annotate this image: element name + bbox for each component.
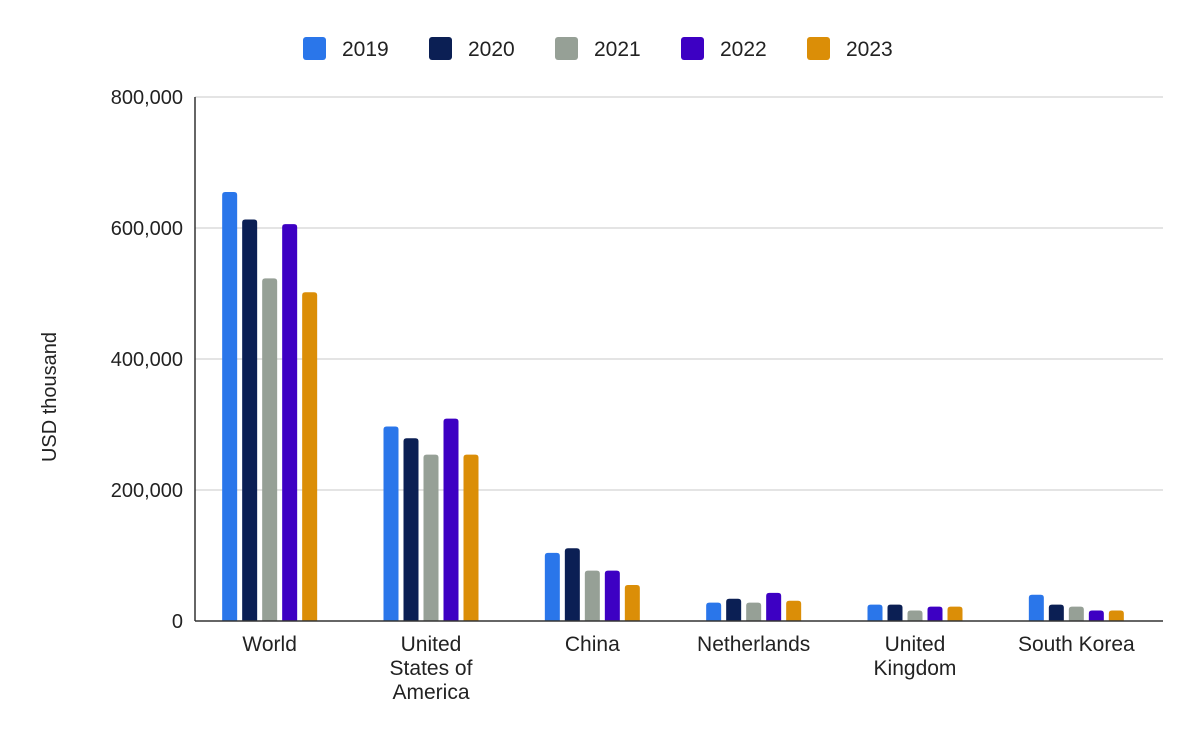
bar <box>867 604 883 621</box>
bar <box>262 278 278 621</box>
x-tick-label: Netherlands <box>697 633 810 656</box>
y-tick-label: 200,000 <box>111 480 183 502</box>
bars <box>222 191 1124 622</box>
bar <box>423 454 439 621</box>
legend-swatch <box>807 37 830 60</box>
bar <box>1028 594 1044 621</box>
bar-group <box>1028 594 1124 621</box>
legend-label: 2019 <box>342 38 389 61</box>
bar <box>222 191 238 621</box>
y-tick-label: 400,000 <box>111 349 183 371</box>
legend-label: 2022 <box>720 38 767 61</box>
bar-group <box>706 592 802 621</box>
y-tick-label: 800,000 <box>111 87 183 109</box>
x-tick-label: United Kingdom <box>874 633 957 680</box>
x-tick-label: World <box>242 633 296 656</box>
y-tick-label: 600,000 <box>111 218 183 240</box>
bar <box>564 548 580 621</box>
bar <box>766 592 782 621</box>
bar <box>887 604 903 621</box>
bar-group <box>544 548 640 621</box>
bar <box>1088 610 1104 621</box>
y-axis-ticks: 0 200,000 400,000 600,000 800,000 <box>111 87 183 633</box>
legend-swatch <box>303 37 326 60</box>
gridlines <box>195 96 1163 491</box>
bar <box>907 610 923 621</box>
bar <box>584 570 600 621</box>
bar-group <box>222 191 318 622</box>
x-tick-label: United States of America <box>390 633 473 704</box>
legend-label: 2023 <box>846 38 893 61</box>
y-tick-label: 0 <box>172 611 183 633</box>
legend-label: 2021 <box>594 38 641 61</box>
legend-swatch <box>429 37 452 60</box>
bar <box>706 602 722 621</box>
bar <box>403 438 419 621</box>
bar <box>544 552 560 621</box>
bar <box>604 570 620 621</box>
bar <box>463 454 479 621</box>
x-tick-label: South Korea <box>1018 633 1135 656</box>
bar <box>927 606 943 621</box>
bar <box>302 292 318 621</box>
bar <box>282 224 298 621</box>
bar <box>746 602 762 621</box>
legend-label: 2020 <box>468 38 515 61</box>
bar <box>726 598 742 621</box>
bar <box>1108 610 1124 621</box>
bar-group <box>383 418 479 621</box>
bar-group <box>867 604 963 621</box>
x-axis-labels: World United States of America China Netherla… <box>242 633 1135 704</box>
bar <box>443 418 459 621</box>
legend-swatch <box>555 37 578 60</box>
bar <box>786 600 802 621</box>
x-tick-label: China <box>565 633 620 656</box>
legend: 2019 2020 2021 2022 2023 <box>303 37 893 61</box>
bar <box>1048 604 1064 621</box>
y-axis-title: USD thousand <box>39 332 61 462</box>
bar <box>242 219 258 622</box>
legend-swatch <box>681 37 704 60</box>
bar <box>947 606 963 621</box>
bar <box>1068 606 1084 621</box>
bar <box>624 584 640 621</box>
bar <box>383 426 399 621</box>
